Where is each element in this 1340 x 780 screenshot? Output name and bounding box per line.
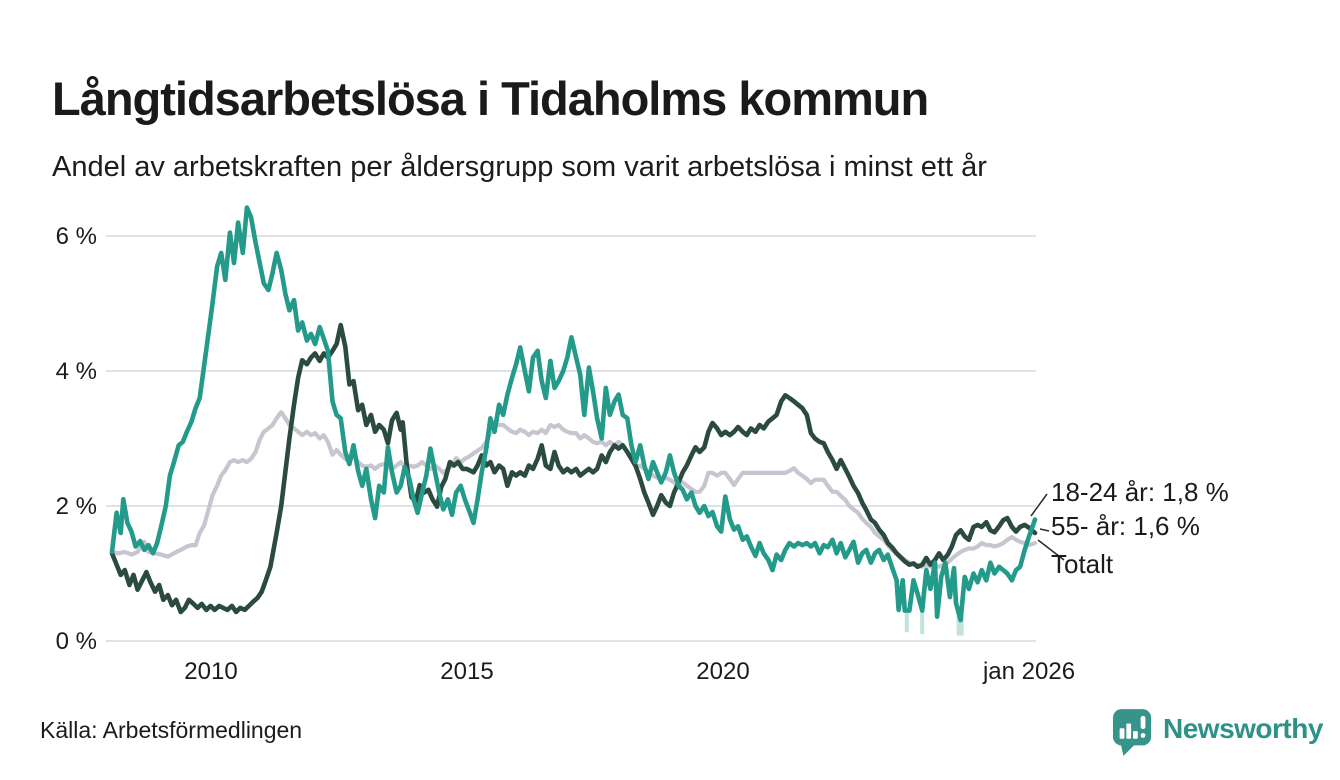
series-end-annotations: 18-24 år: 1,8 % 55- år: 1,6 % Totalt (1030, 477, 1229, 579)
x-axis: 2010 2015 2020 jan 2026 (184, 658, 1075, 685)
x-axis-tick-label: 2010 (184, 658, 237, 685)
series-line-old (109, 322, 1038, 615)
line-chart: 0 % 2 % 4 % 6 % 2010 2015 2020 jan 2026 … (56, 205, 1229, 685)
gridlines (106, 235, 1036, 642)
series-lines (109, 205, 1038, 636)
y-axis-tick-label: 0 % (56, 628, 97, 655)
chart-subtitle: Andel av arbetskraften per åldersgrupp s… (52, 151, 987, 183)
legend-label-old: 55- år: 1,6 % (1051, 511, 1200, 541)
series-line-total (109, 410, 1038, 569)
newsworthy-wordmark: Newsworthy (1163, 713, 1323, 744)
source-caption: Källa: Arbetsförmedlingen (40, 717, 303, 743)
y-axis-tick-label: 6 % (56, 223, 97, 250)
newsworthy-logo: Newsworthy (1112, 708, 1323, 758)
y-axis-tick-label: 4 % (56, 358, 97, 385)
newsworthy-logo-icon (1112, 709, 1152, 756)
page-title: Långtidsarbetslösa i Tidaholms kommun (52, 72, 929, 126)
y-axis-tick-label: 2 % (56, 493, 97, 520)
series-line-young (109, 205, 1038, 623)
legend-connector (1039, 528, 1050, 532)
x-axis-tick-label: jan 2026 (982, 658, 1075, 685)
x-axis-tick-label: 2015 (440, 658, 493, 685)
legend-label-total: Totalt (1051, 549, 1114, 579)
legend-connector (1030, 493, 1048, 517)
x-axis-tick-label: 2020 (696, 658, 749, 685)
legend-label-young: 18-24 år: 1,8 % (1051, 477, 1229, 507)
legend-connector (1037, 539, 1065, 561)
y-axis: 0 % 2 % 4 % 6 % (56, 223, 97, 655)
